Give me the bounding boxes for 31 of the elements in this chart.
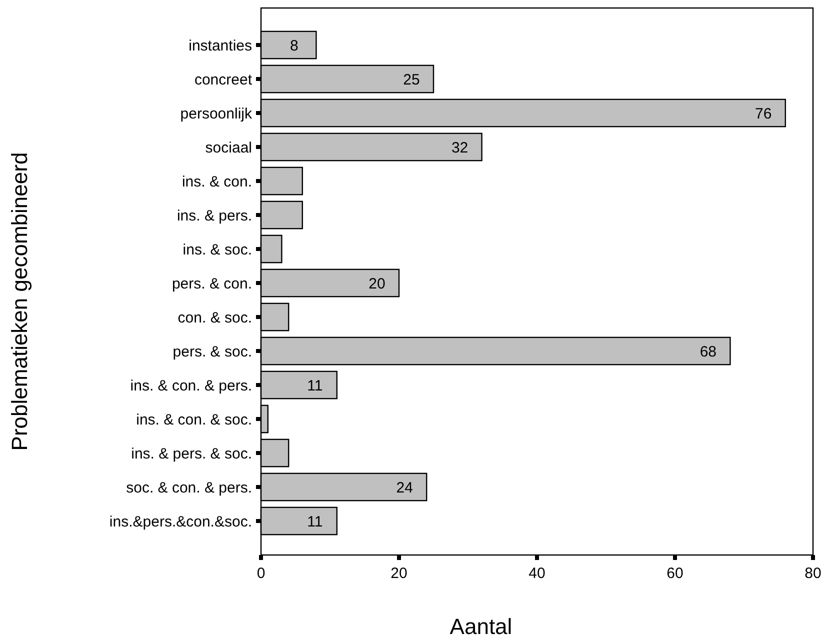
y-tick-label: pers. & con. — [172, 275, 252, 292]
y-tick-label: ins. & con. — [182, 173, 252, 190]
y-axis-title: Problematieken gecombineerd — [7, 152, 32, 451]
y-tick-label: ins. & con. & pers. — [130, 377, 252, 394]
x-tick-label: 0 — [256, 565, 266, 582]
data-label: 25 — [403, 71, 420, 88]
y-tick-label: con. & soc. — [178, 309, 252, 326]
x-tick-label: 40 — [528, 565, 546, 582]
data-label: 8 — [290, 37, 298, 54]
y-tick-label: ins. & soc. — [182, 241, 252, 258]
data-label: 11 — [307, 513, 323, 530]
y-tick-label: concreet — [194, 71, 253, 88]
y-tick-label: ins. & con. & soc. — [136, 411, 252, 428]
data-label: 68 — [700, 343, 717, 360]
x-tick-label: 20 — [390, 565, 408, 582]
data-label: 24 — [396, 479, 413, 496]
y-tick-label: persoonlijk — [180, 105, 252, 122]
data-label: 76 — [755, 105, 772, 122]
y-tick-label: sociaal — [205, 139, 252, 156]
data-label: 32 — [451, 139, 468, 156]
x-tick-label: 60 — [666, 565, 684, 582]
y-tick-label: soc. & con. & pers. — [126, 479, 252, 496]
x-tick-label: 80 — [804, 565, 822, 582]
y-tick-label: pers. & soc. — [172, 343, 252, 360]
y-tick-label: ins. & pers. — [176, 207, 252, 224]
x-axis-title: Aantal — [450, 614, 512, 639]
data-label: 20 — [368, 275, 386, 292]
y-tick-label: ins.&pers.&con.&soc. — [109, 513, 252, 530]
y-tick-label: ins. & pers. & soc. — [131, 445, 252, 462]
y-tick-label: instanties — [188, 37, 252, 54]
data-label: 11 — [307, 377, 323, 394]
